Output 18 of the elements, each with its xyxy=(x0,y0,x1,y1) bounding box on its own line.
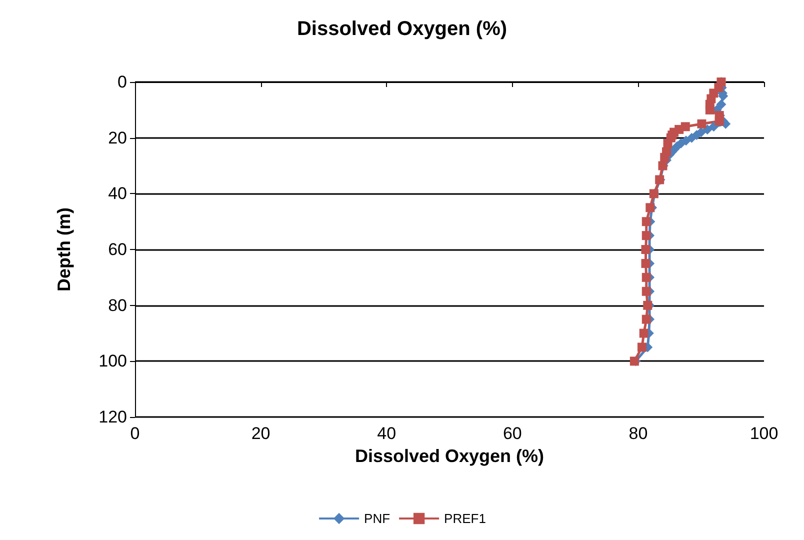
y-tick-label: 40 xyxy=(108,184,127,204)
legend-label: PNF xyxy=(364,511,390,526)
x-tick-label: 20 xyxy=(251,424,270,443)
y-tick-label: 100 xyxy=(98,352,127,371)
legend-label: PREF1 xyxy=(444,511,486,526)
y-tick-label: 0 xyxy=(118,72,127,92)
y-tick-label: 60 xyxy=(108,240,127,259)
x-tick-label: 40 xyxy=(377,424,396,443)
y-tick-label: 20 xyxy=(108,128,127,148)
y-tick-label: 120 xyxy=(98,408,127,426)
y-tick-label: 80 xyxy=(108,296,127,315)
x-tick-label: 60 xyxy=(502,424,522,443)
x-axis-title: Dissolved Oxygen (%) xyxy=(354,446,544,466)
x-tick-label: 100 xyxy=(750,424,778,443)
y-axis-title: Depth (m) xyxy=(54,208,74,292)
x-tick-label: 0 xyxy=(130,424,140,443)
chart-title: Dissolved Oxygen (%) xyxy=(296,18,508,40)
x-tick-label: 80 xyxy=(628,424,648,443)
